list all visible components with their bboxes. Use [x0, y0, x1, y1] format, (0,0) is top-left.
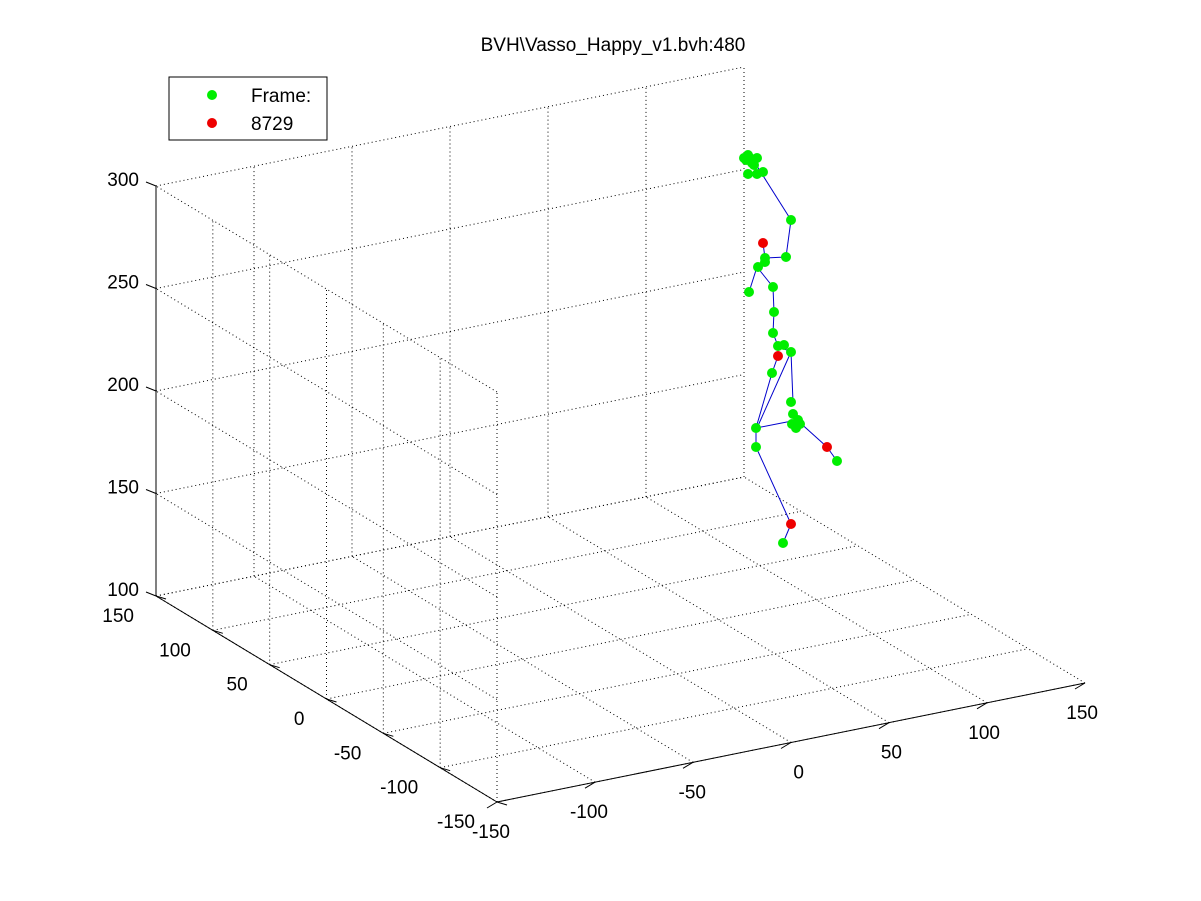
- z-tick-mark: [145, 284, 157, 289]
- legend-label-8729: 8729: [251, 114, 293, 135]
- x-tick-label: 50: [881, 743, 902, 764]
- wall-gridline: [155, 169, 745, 289]
- y-tick-mark: [326, 698, 337, 703]
- joint-marker-green: [791, 423, 801, 433]
- floor-gridline: [351, 555, 694, 763]
- legend-marker-8729: [207, 118, 217, 128]
- floor-gridline: [253, 575, 596, 783]
- x-tick-label: 0: [793, 763, 804, 784]
- joint-marker-green: [753, 262, 763, 272]
- joint-marker-green: [786, 397, 796, 407]
- z-tick-mark: [145, 181, 157, 187]
- y-tick-label: 50: [227, 675, 248, 696]
- joint-marker-green: [786, 347, 796, 357]
- y-tick-mark: [212, 629, 223, 634]
- joint-marker-red: [786, 519, 796, 529]
- z-tick-mark: [145, 489, 157, 494]
- legend-label-frame: Frame:: [251, 86, 311, 107]
- y-tick-mark: [440, 767, 451, 772]
- joint-marker-green: [786, 215, 796, 225]
- floor-gridline: [326, 579, 915, 700]
- joint-marker-green: [743, 150, 753, 160]
- joint-marker-green: [768, 328, 778, 338]
- floor-gridline: [440, 648, 1029, 769]
- y-tick-label: 0: [294, 709, 305, 730]
- y-tick-label: 100: [159, 640, 191, 661]
- wall-gridline: [155, 493, 498, 700]
- joint-marker-green: [781, 252, 791, 262]
- z-tick-label: 200: [107, 375, 139, 396]
- y-tick-label: -50: [334, 743, 361, 764]
- chart-title: BVH\Vasso_Happy_v1.bvh:480: [481, 35, 746, 56]
- z-tick-mark: [145, 386, 157, 392]
- skeleton-bone: [755, 446, 792, 525]
- floor-gridline: [449, 536, 792, 743]
- z-tick-label: 250: [107, 273, 139, 294]
- floor-gridline: [547, 516, 890, 724]
- skeleton-bone: [755, 372, 773, 429]
- x-tick-mark: [682, 761, 694, 769]
- joint-marker-green: [769, 307, 779, 317]
- joint-marker-green: [751, 423, 761, 433]
- y-tick-mark: [383, 732, 394, 737]
- skeleton-bone: [756, 351, 792, 429]
- joint-marker-green: [743, 169, 753, 179]
- z-tick-mark: [145, 591, 157, 597]
- floor-gridline: [645, 496, 988, 704]
- x-tick-mark: [486, 801, 498, 809]
- joint-marker-green: [749, 160, 759, 170]
- joint-marker-green: [767, 368, 777, 378]
- joint-marker-green: [768, 282, 778, 292]
- joint-marker-green: [779, 340, 789, 350]
- axes: [145, 181, 1086, 809]
- y-tick-label: 150: [102, 606, 134, 627]
- legend: Frame: 8729: [168, 76, 328, 141]
- x-tick-mark: [976, 702, 988, 710]
- joint-marker-red: [758, 238, 768, 248]
- tick-labels: -150 -100 -50 0 50 100 150 -150 -100 -50 0 50 100 150…: [102, 170, 1098, 843]
- legend-box: [168, 76, 328, 141]
- joint-marker-red: [822, 442, 832, 452]
- x-tick-mark: [584, 781, 596, 789]
- z-tick-label: 300: [107, 170, 139, 191]
- wall-gridline: [155, 288, 498, 495]
- x-tick-mark: [1074, 682, 1086, 690]
- x-tick-label: -50: [679, 782, 706, 803]
- floor-gridline: [743, 476, 1086, 684]
- y-tick-label: -100: [380, 778, 418, 799]
- z-tick-label: 100: [107, 580, 139, 601]
- y-tick-label: -150: [437, 812, 475, 833]
- joint-marker-green: [751, 442, 761, 452]
- joint-marker-green: [760, 257, 770, 267]
- legend-marker-frame: [207, 90, 217, 100]
- floor-gridline: [269, 545, 858, 666]
- wall-gridline: [155, 185, 498, 393]
- floor-gridline: [212, 510, 801, 631]
- x-tick-mark: [780, 742, 792, 749]
- y-tick-mark: [496, 801, 508, 806]
- x-tick-label: -100: [570, 802, 608, 823]
- x-tick-label: 150: [1066, 703, 1098, 724]
- y-tick-mark: [155, 595, 167, 600]
- skeleton-bone: [785, 219, 792, 258]
- skeleton-bone: [790, 351, 794, 403]
- joint-marker-red: [773, 351, 783, 361]
- joint-marker-green: [758, 167, 768, 177]
- joint-marker-green: [744, 287, 754, 297]
- grid: [155, 66, 1086, 803]
- x-tick-mark: [878, 722, 890, 730]
- y-tick-mark: [269, 664, 280, 669]
- z-tick-label: 150: [107, 478, 139, 499]
- skeleton: [739, 150, 842, 548]
- x-tick-label: 100: [968, 723, 1000, 744]
- joint-marker-green: [832, 456, 842, 466]
- x-tick-label: -150: [472, 822, 510, 843]
- joint-marker-green: [778, 538, 788, 548]
